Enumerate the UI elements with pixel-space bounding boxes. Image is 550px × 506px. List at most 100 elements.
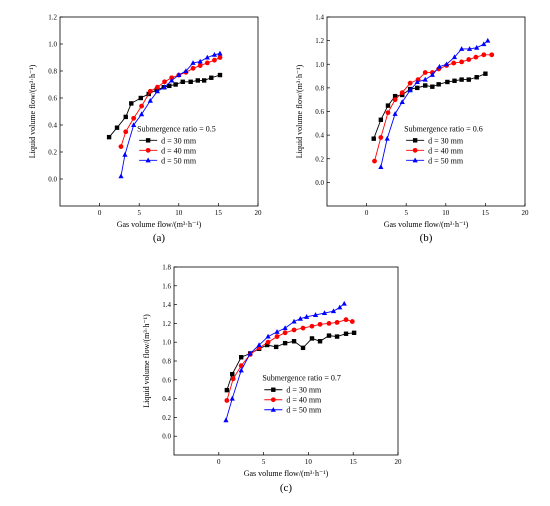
y-tick-label: 1.0 [48,41,57,49]
data-point [334,334,340,339]
legend-marker [145,147,151,153]
data-point [436,82,441,87]
data-point [188,79,193,84]
data-point [415,85,420,91]
data-point [190,60,196,65]
data-point [114,125,120,130]
data-point [351,330,357,335]
data-point [176,72,182,78]
data-point [371,136,376,141]
legend-title: Submergence ratio = 0.6 [404,124,483,133]
data-point [147,97,153,103]
data-point [414,79,420,84]
y-tick-label: 0.8 [315,84,324,92]
data-point [229,395,235,401]
y-tick-label: 0.4 [315,132,324,140]
series-line-2 [226,319,353,401]
data-point [473,54,479,60]
data-point [197,58,203,64]
data-point [483,71,488,76]
data-point [162,79,167,85]
y-tick-label: 1.8 [162,264,171,272]
data-point [247,350,253,356]
data-point [452,78,457,83]
y-tick-label: 0.0 [162,433,171,441]
data-point [459,59,465,65]
data-point [223,417,229,423]
data-point [481,41,487,47]
data-point [238,363,244,369]
data-point [147,88,153,94]
data-point [154,87,159,93]
y-tick-label: 1.2 [162,320,171,328]
y-tick-label: 1.4 [315,14,324,22]
x-tick-label: 10 [305,458,313,466]
data-point [330,308,337,314]
data-point [138,95,143,101]
data-point [297,315,303,321]
legend-title: Submergence ratio = 0.5 [137,124,216,133]
y-tick-label: 1.4 [162,301,171,309]
legend-marker [145,138,151,143]
data-point [384,135,390,141]
data-point [445,79,450,85]
data-point [180,79,185,84]
panel-label: (c) [280,482,293,494]
y-tick-label: 0.6 [48,95,57,103]
data-point [430,84,435,89]
data-point [256,342,262,348]
series-line-1 [226,332,355,391]
legend-marker [412,138,418,143]
data-point [343,317,349,323]
data-point [300,345,306,351]
legend-entry: d = 40 mm [161,146,197,155]
y-tick-label: 0.4 [162,395,171,403]
data-point [459,46,465,51]
legend-marker [412,157,418,163]
data-point [451,60,457,66]
data-point [211,52,218,57]
data-point [304,314,310,319]
data-point [217,72,223,78]
data-point [459,77,464,82]
y-tick-label: 0.6 [315,108,324,116]
legend-entry: d = 50 mm [286,406,322,415]
data-point [217,50,223,56]
data-point [173,82,178,87]
data-point [282,340,288,346]
data-point [123,129,129,135]
data-point [436,63,443,69]
panel-a: 0 5 10 15 20 0.0 0.2 0.4 0.6 0.8 1.0 1.2 Gas volume … [28,14,262,245]
data-point [349,319,355,324]
x-tick-label: 0 [98,209,102,217]
x-tick-label: 5 [262,458,266,466]
x-tick-label: 20 [395,458,403,466]
data-point [212,57,217,63]
data-point [238,367,244,373]
data-point [474,75,479,80]
legend-entry: d = 40 mm [286,396,322,405]
panel-c: 0 5 10 15 20 0.0 0.2 0.4 0.6 0.8 1.0 1.2 1.4 1.6 1.8 Ga… [142,264,402,495]
data-point [264,342,270,348]
data-point [341,300,347,306]
x-axis-label: Gas volume flow/(m³·h⁻¹) [117,220,202,229]
data-point [399,90,405,95]
data-point [466,57,472,62]
data-point [466,77,471,82]
data-point [317,339,323,344]
data-point [326,333,332,338]
data-point [138,111,145,117]
data-point [282,330,288,336]
y-tick-label: 1.6 [162,282,171,290]
data-point [422,76,428,82]
data-point [167,83,172,89]
data-point [161,84,168,90]
y-tick-label: 1.2 [48,14,57,22]
data-point [378,135,384,140]
y-tick-label: 0.2 [162,414,171,422]
legend-entry: d = 30 mm [161,136,197,145]
data-point [131,115,137,121]
data-point [239,355,244,360]
data-point [190,65,196,71]
